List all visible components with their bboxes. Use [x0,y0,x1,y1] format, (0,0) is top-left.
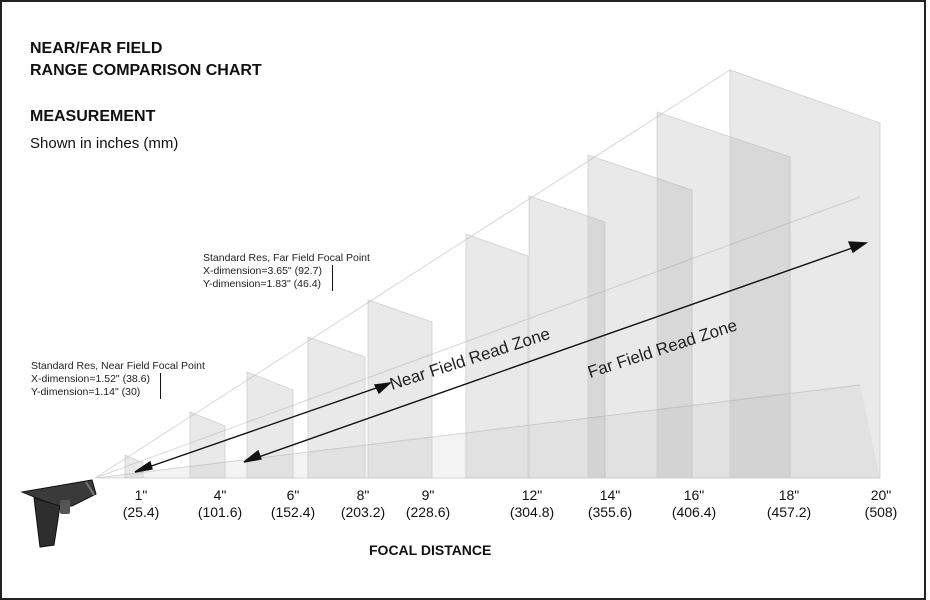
near-focal-title: Standard Res, Near Field Focal Point [31,360,205,372]
tick-label-mm: (355.6) [587,504,633,520]
near-field-arrow [134,382,393,473]
tick-label-mm: (203.2) [340,504,386,520]
tick-label-in: 20" [870,487,892,503]
measurement-heading: MEASUREMENT [30,108,156,125]
focal-distance-label: FOCAL DISTANCE [369,542,492,558]
measurement-subtitle: Shown in inches (mm) [30,135,179,152]
floor-plane [95,385,880,478]
tick-label-mm: (25.4) [122,504,160,520]
far-focal-y: Y-dimension=1.83" (46.4) [203,278,322,290]
tick-14in: 14" (355.6) [575,487,645,521]
chart-title-line-1: NEAR/FAR FIELD [30,40,163,57]
chart-title-line-2: RANGE COMPARISON CHART [30,62,262,79]
tick-label-in: 1" [134,487,148,503]
tick-label-in: 4" [213,487,227,503]
near-focal-annotation: Standard Res, Near Field Focal Point X-d… [31,360,205,399]
tick-8in: 8" (203.2) [328,487,398,521]
plane-8in [307,336,366,479]
plane-20in [729,69,881,479]
tick-12in: 12" (304.8) [497,487,567,521]
tick-6in: 6" (152.4) [258,487,328,521]
far-focal-annotation: Standard Res, Far Field Focal Point X-di… [203,252,370,291]
tick-label-mm: (101.6) [197,504,243,520]
tick-label-in: 6" [286,487,300,503]
tick-label-in: 12" [521,487,543,503]
tick-1in: 1" (25.4) [106,487,176,521]
chart-title: NEAR/FAR FIELD RANGE COMPARISON CHART [30,38,262,82]
near-focal-x: X-dimension=1.52" (38.6) [31,373,151,385]
perspective-guides [94,69,880,479]
tick-16in: 16" (406.4) [659,487,729,521]
tick-18in: 18" (457.2) [754,487,824,521]
field-planes [124,69,881,479]
barcode-scanner-icon [20,479,97,548]
tick-label-mm: (508) [864,504,898,520]
tick-9in: 9" (228.6) [393,487,463,521]
plane-1in [124,454,144,479]
tick-label-in: 9" [421,487,435,503]
far-focal-title: Standard Res, Far Field Focal Point [203,252,370,264]
plane-4in [189,411,226,479]
tick-label-mm: (457.2) [766,504,812,520]
near-focal-dims: X-dimension=1.52" (38.6) Y-dimension=1.1… [31,373,162,399]
tick-label-mm: (304.8) [509,504,555,520]
tick-label-in: 14" [599,487,621,503]
tick-label-in: 16" [683,487,705,503]
far-field-arrow [243,241,869,463]
tick-label-mm: (152.4) [270,504,316,520]
plane-12in [465,233,529,479]
far-focal-x: X-dimension=3.65" (92.7) [203,265,323,277]
tick-label-in: 18" [778,487,800,503]
far-focal-dims: X-dimension=3.65" (92.7) Y-dimension=1.8… [203,265,334,291]
tick-20in: 20" (508) [846,487,916,521]
tick-label-mm: (406.4) [671,504,717,520]
tick-label-in: 8" [356,487,370,503]
tick-label-mm: (228.6) [405,504,451,520]
near-focal-y: Y-dimension=1.14" (30) [31,386,141,398]
tick-4in: 4" (101.6) [185,487,255,521]
